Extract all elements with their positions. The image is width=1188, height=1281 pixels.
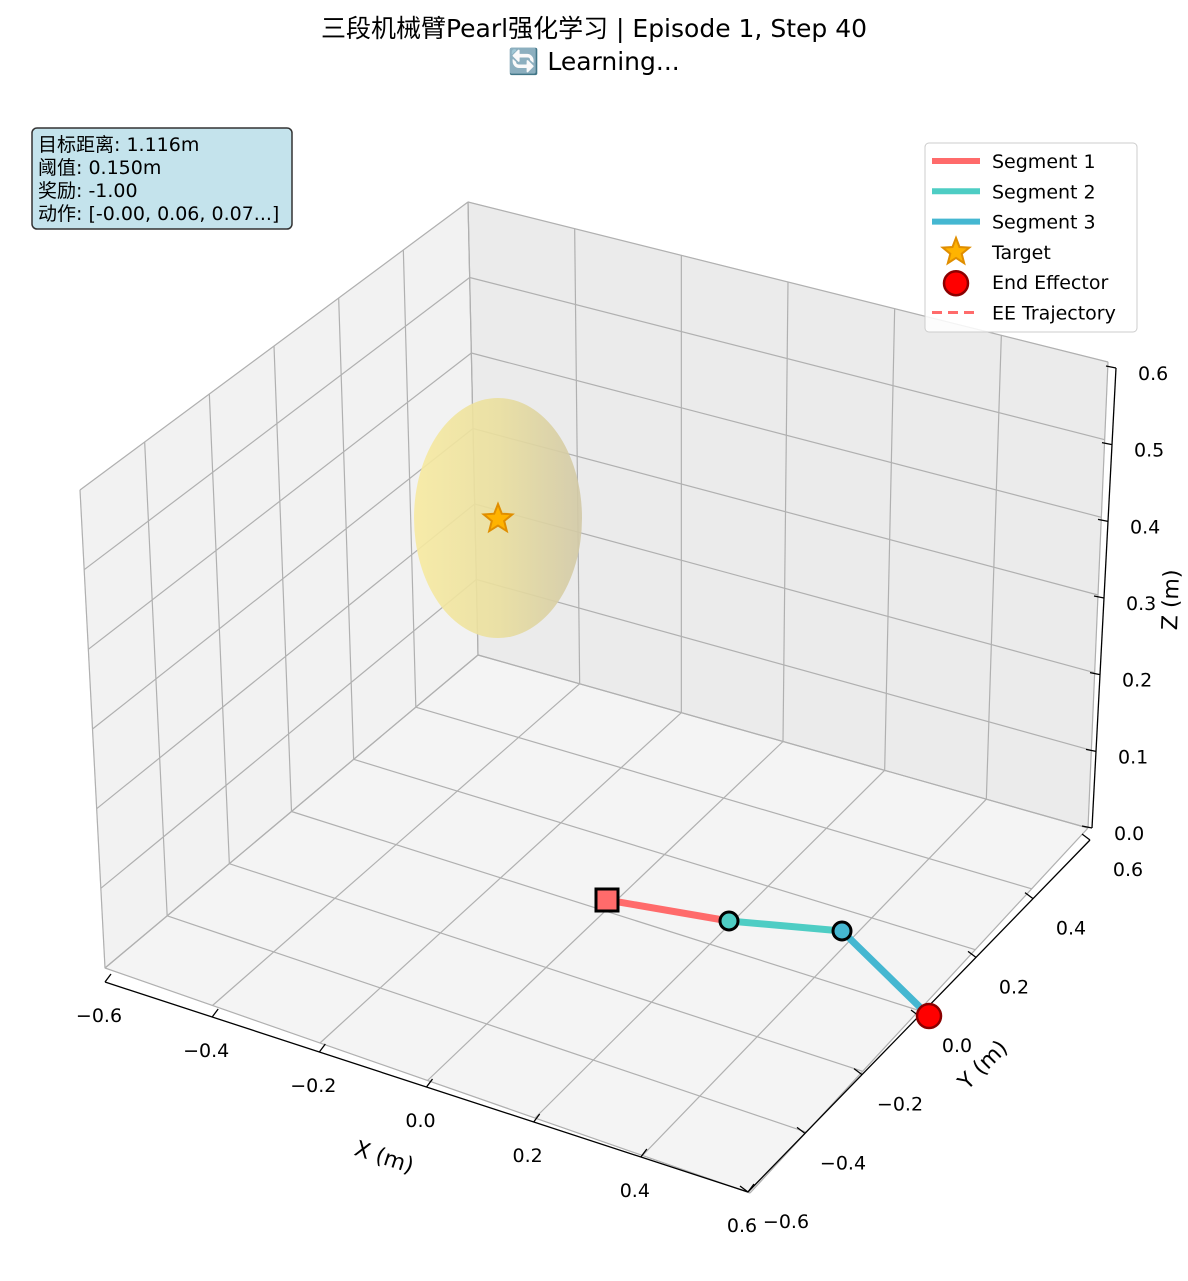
joint-2-marker xyxy=(831,920,853,942)
x-tick-label: 0.6 xyxy=(727,1215,757,1237)
z-tick-mark xyxy=(1097,518,1109,522)
segment-2-line xyxy=(725,917,846,935)
back-grid-z xyxy=(471,352,1102,518)
left-grid-z xyxy=(104,654,479,969)
y-tick-mark xyxy=(853,1068,863,1076)
x-tick-mark xyxy=(318,1043,326,1053)
info-box-background xyxy=(31,127,293,230)
legend-label: EE Trajectory xyxy=(992,303,1116,325)
x-tick-label: 0.2 xyxy=(513,1145,543,1167)
z-tick-label: 0.0 xyxy=(1114,823,1144,845)
info-reward: 奖励: -1.00 xyxy=(38,180,138,202)
z-tick-label: 0.4 xyxy=(1130,516,1160,538)
x-tick-mark xyxy=(640,1148,648,1158)
y-tick-label: −0.4 xyxy=(820,1152,866,1174)
z-tick-label: 0.1 xyxy=(1118,746,1148,768)
z-tick-label: 0.2 xyxy=(1122,670,1152,692)
end-effector-marker xyxy=(915,1002,943,1030)
segment-1-line xyxy=(603,896,733,925)
info-box: 目标距离: 1.116m 阈值: 0.150m 奖励: -1.00 动作: [-… xyxy=(31,127,293,230)
axes-panes xyxy=(79,201,1109,1194)
z-tick-mark xyxy=(1081,825,1093,829)
left-grid-z xyxy=(92,428,474,730)
y-tick-mark xyxy=(1081,833,1091,841)
left-grid-z xyxy=(83,277,471,571)
x-tick-label: −0.6 xyxy=(76,1005,122,1027)
joint-1-marker xyxy=(718,910,740,932)
segment-3-line xyxy=(838,927,933,1020)
floor-grid-y xyxy=(415,706,1032,890)
legend-label: Segment 2 xyxy=(992,181,1096,203)
legend-label: Target xyxy=(991,242,1051,264)
legend-star-icon xyxy=(940,235,972,266)
x-ticks: −0.6 −0.4 −0.2 0.0 0.2 0.4 0.6 xyxy=(76,973,757,1237)
x-tick-mark xyxy=(533,1113,541,1123)
info-action: 动作: [-0.00, 0.06, 0.07...] xyxy=(38,203,279,225)
x-tick-label: 0.4 xyxy=(620,1180,650,1202)
z-tick-mark xyxy=(1105,365,1117,369)
y-tick-label: 0.0 xyxy=(942,1035,972,1057)
y-tick-label: 0.4 xyxy=(1056,918,1086,940)
left-grid-z xyxy=(79,201,469,491)
chart-title: 三段机械臂Pearl强化学习 | Episode 1, Step 40 xyxy=(321,14,867,43)
z-tick-label: 0.3 xyxy=(1126,593,1156,615)
back-grid-z xyxy=(467,201,1109,363)
legend: Segment 1 Segment 2 Segment 3 Target End Eff… xyxy=(924,142,1138,333)
target-star-marker xyxy=(481,501,515,534)
x-tick-label: −0.4 xyxy=(183,1040,229,1062)
chart-subtitle: 🔄 Learning... xyxy=(508,47,679,76)
left-grid-z xyxy=(87,352,472,650)
chart-marks xyxy=(481,501,943,1030)
back-grid-z xyxy=(477,654,1089,829)
x-tick-label: 0.0 xyxy=(405,1110,435,1132)
z-axis-label: Z (m) xyxy=(1158,569,1185,631)
y-tick-label: −0.6 xyxy=(763,1211,809,1233)
back-grid-z xyxy=(476,578,1092,751)
y-ticks: −0.6 −0.4 −0.2 0.0 0.2 0.4 0.6 xyxy=(739,833,1143,1233)
z-tick-mark xyxy=(1093,595,1105,599)
z-tick-label: 0.5 xyxy=(1134,440,1164,462)
y-tick-mark xyxy=(739,1185,749,1193)
x-tick-mark xyxy=(104,973,112,983)
floor-grid-y xyxy=(353,758,976,951)
info-distance: 目标距离: 1.116m xyxy=(38,134,199,156)
legend-circle-icon xyxy=(942,269,970,297)
z-tick-mark xyxy=(1089,672,1101,676)
y-tick-label: 0.6 xyxy=(1113,859,1143,881)
info-threshold: 阈值: 0.150m xyxy=(38,157,161,179)
left-grid-z xyxy=(100,579,477,889)
x-tick-mark xyxy=(747,1183,755,1193)
legend-label: End Effector xyxy=(992,272,1108,294)
y-tick-mark xyxy=(1024,892,1034,900)
y-tick-label: 0.2 xyxy=(999,976,1029,998)
z-tick-mark xyxy=(1101,442,1113,446)
y-tick-label: −0.2 xyxy=(877,1094,923,1116)
floor-grid-y xyxy=(229,863,863,1072)
z-tick-mark xyxy=(1085,748,1097,752)
y-tick-mark xyxy=(796,1126,806,1134)
base-marker xyxy=(594,887,620,913)
x-tick-mark xyxy=(211,1008,219,1018)
x-tick-mark xyxy=(425,1078,434,1088)
z-tick-label: 0.6 xyxy=(1138,363,1168,385)
y-tick-mark xyxy=(967,950,977,958)
x-tick-label: −0.2 xyxy=(290,1075,336,1097)
back-grid-z xyxy=(472,427,1099,596)
z-ticks: 0.0 0.1 0.2 0.3 0.4 0.5 0.6 xyxy=(1081,363,1168,845)
x-axis-label: X (m) xyxy=(351,1137,416,1180)
legend-label: Segment 3 xyxy=(992,212,1096,234)
floor-grid-y xyxy=(166,915,807,1133)
back-grid-z xyxy=(469,276,1105,441)
left-grid-z xyxy=(96,503,476,810)
legend-label: Segment 1 xyxy=(992,151,1096,173)
